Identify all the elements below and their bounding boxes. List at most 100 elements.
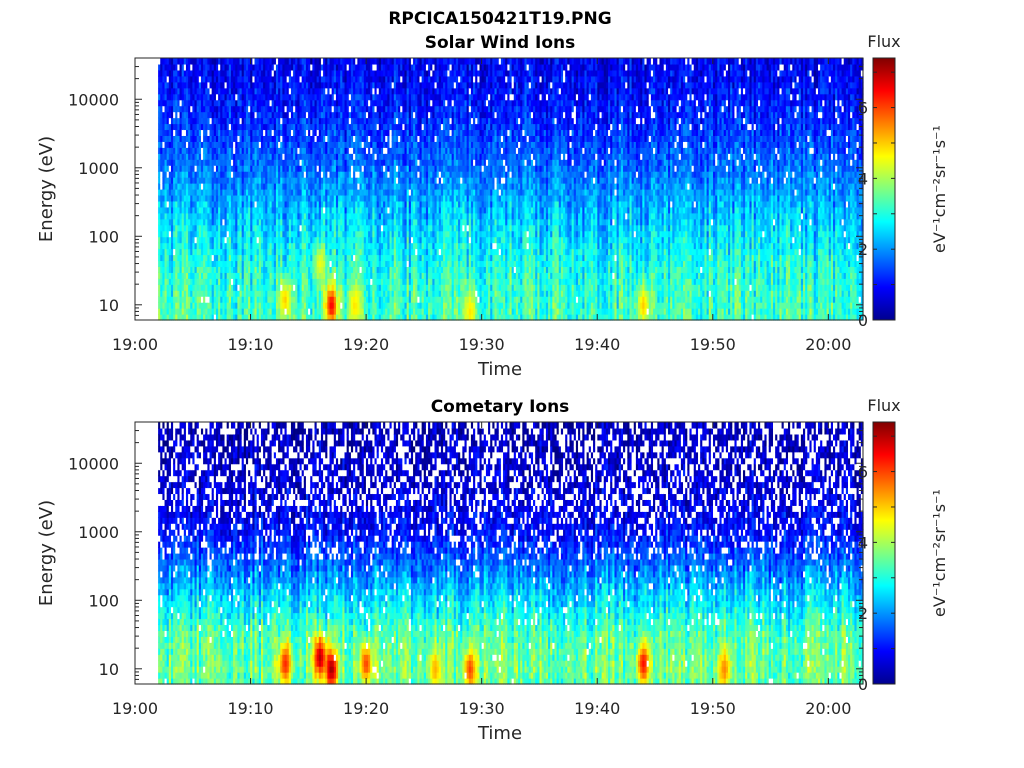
heatmap-cell (230, 147, 234, 154)
heatmap-cell (323, 87, 326, 95)
heatmap-cell (252, 248, 256, 256)
heatmap-cell (235, 206, 238, 214)
heatmap-cell (185, 69, 189, 77)
heatmap-cell (265, 58, 268, 65)
heatmap-cell (278, 58, 281, 65)
heatmap-cell (250, 81, 253, 89)
heatmap-cell (220, 290, 223, 297)
heatmap-cell (179, 81, 183, 89)
heatmap-cell (254, 81, 258, 89)
heatmap-cell (237, 254, 241, 262)
heatmap-cell (288, 147, 292, 154)
heatmap-cell (185, 230, 189, 238)
heatmap-cell (305, 189, 309, 196)
heatmap-cell (175, 254, 178, 262)
heatmap-cell (258, 135, 262, 142)
heatmap-cell (207, 248, 211, 256)
heatmap-cell (160, 308, 163, 315)
heatmap-cell (290, 147, 294, 154)
heatmap-cell (327, 206, 331, 214)
heatmap-cell (239, 236, 243, 244)
heatmap-cell (215, 147, 219, 154)
heatmap-cell (175, 147, 178, 154)
heatmap-cell (192, 308, 196, 315)
heatmap-cell (312, 159, 316, 166)
heatmap-cell (286, 194, 290, 202)
heatmap-cell (318, 189, 322, 196)
heatmap-cell (218, 171, 221, 178)
heatmap-cell (323, 200, 326, 208)
heatmap-cell (233, 266, 236, 273)
heatmap-cell (312, 314, 316, 321)
heatmap-cell (248, 194, 251, 202)
heatmap-cell (250, 242, 253, 250)
heatmap-cell (177, 177, 181, 184)
heatmap-cell (205, 308, 208, 315)
heatmap-cell (190, 171, 193, 178)
heatmap-cell (323, 129, 326, 136)
heatmap-cell (226, 105, 230, 113)
heatmap-cell (170, 159, 174, 166)
heatmap-cell (254, 284, 258, 291)
heatmap-cell (314, 314, 318, 321)
heatmap-cell (290, 224, 294, 232)
heatmap-cell (271, 81, 275, 89)
heatmap-cell (325, 58, 328, 65)
heatmap-cell (158, 93, 161, 101)
heatmap-cell (269, 63, 273, 71)
heatmap-cell (226, 117, 230, 125)
heatmap-cell (198, 284, 202, 291)
heatmap-cell (170, 314, 174, 321)
heatmap-cell (318, 135, 322, 142)
heatmap-cell (284, 224, 288, 232)
heatmap-cell (237, 111, 241, 119)
heatmap-cell (258, 105, 262, 113)
heatmap-cell (185, 58, 189, 65)
heatmap-cell (175, 171, 178, 178)
heatmap-cell (243, 248, 247, 256)
heatmap-cell (280, 212, 283, 220)
heatmap-cell (278, 254, 281, 262)
heatmap-cell (235, 123, 238, 131)
heatmap-cell (196, 206, 200, 214)
heatmap-cell (198, 129, 202, 136)
heatmap-cell (320, 212, 324, 220)
heatmap-cell (235, 224, 238, 232)
heatmap-cell (211, 135, 215, 142)
heatmap-cell (166, 302, 170, 309)
heatmap-cell (168, 212, 172, 220)
heatmap-cell (188, 135, 191, 142)
heatmap-cell (308, 141, 311, 148)
heatmap-cell (207, 93, 211, 101)
heatmap-cell (245, 135, 249, 142)
heatmap-cell (233, 93, 236, 101)
heatmap-cell (228, 189, 232, 196)
heatmap-cell (200, 153, 204, 160)
heatmap-cell (211, 212, 215, 220)
heatmap-cell (192, 63, 196, 71)
heatmap-cell (164, 194, 168, 202)
heatmap-cell (200, 58, 204, 65)
heatmap-cell (290, 230, 294, 238)
heatmap-cell (194, 117, 198, 125)
heatmap-cell (314, 194, 318, 202)
heatmap-cell (325, 69, 328, 77)
heatmap-cell (293, 218, 296, 226)
heatmap-cell (235, 105, 238, 113)
heatmap-cell (288, 212, 292, 220)
heatmap-cell (297, 314, 301, 321)
heatmap-cell (269, 296, 273, 303)
heatmap-cell (160, 177, 163, 184)
heatmap-cell (248, 248, 251, 256)
heatmap-cell (297, 171, 301, 178)
heatmap-cell (177, 165, 181, 172)
heatmap-cell (190, 183, 193, 190)
heatmap-cell (252, 266, 256, 273)
heatmap-cell (190, 63, 193, 71)
heatmap-cell (215, 242, 219, 250)
heatmap-cell (179, 171, 183, 178)
heatmap-cell (224, 314, 228, 321)
heatmap-cell (305, 153, 309, 160)
heatmap-cell (308, 117, 311, 125)
heatmap-cell (213, 290, 217, 297)
